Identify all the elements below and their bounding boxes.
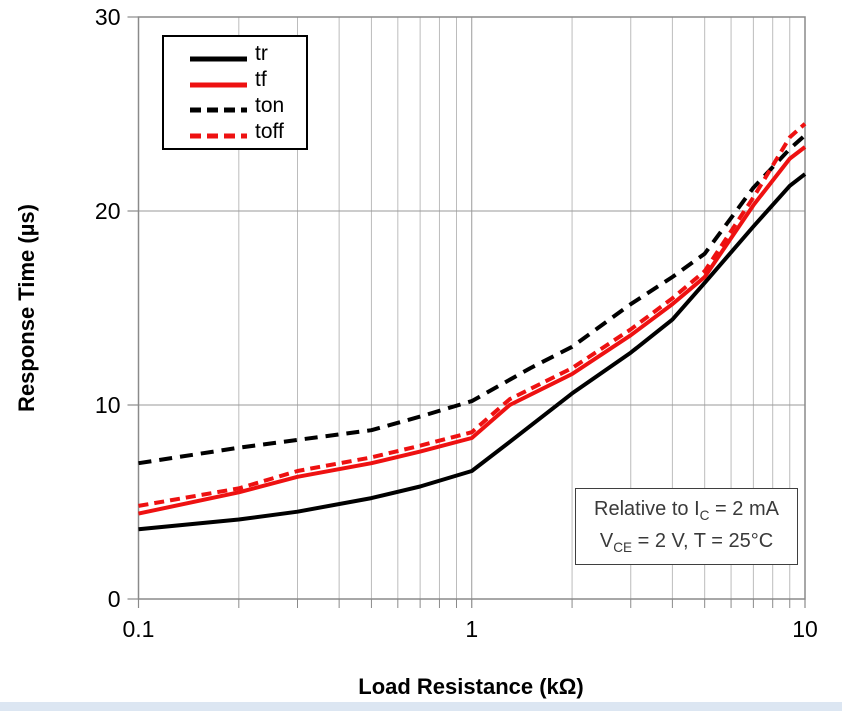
legend-label-ton: ton bbox=[255, 93, 285, 117]
footer-strip bbox=[0, 702, 842, 711]
annotation-line-1: Relative to IC = 2 mA bbox=[594, 497, 779, 523]
y-tick-label: 30 bbox=[95, 4, 121, 30]
legend-item-toff: toff bbox=[190, 119, 306, 143]
legend-item-ton: ton bbox=[190, 93, 306, 117]
x-axis-title: Load Resistance (kΩ) bbox=[358, 674, 584, 699]
legend-label-tr: tr bbox=[255, 42, 268, 66]
annotation-box: Relative to IC = 2 mA VCE = 2 V, T = 25°… bbox=[575, 488, 798, 565]
plot-border bbox=[137, 16, 806, 600]
legend-label-tf: tf bbox=[255, 68, 267, 92]
y-tick-label: 10 bbox=[95, 392, 121, 418]
series-tr bbox=[138, 172, 807, 532]
x-tick-label: 0.1 bbox=[123, 616, 155, 642]
legend-line-ton-icon bbox=[190, 101, 247, 113]
legend-line-toff-icon bbox=[190, 127, 247, 139]
legend-line-tf-icon bbox=[190, 76, 247, 88]
y-axis-title: Response Time (µs) bbox=[14, 204, 39, 412]
y-tick-label: 20 bbox=[95, 198, 121, 224]
series-tf bbox=[138, 145, 807, 516]
legend: tr tf ton toff bbox=[162, 35, 308, 150]
x-tick-label: 10 bbox=[792, 616, 818, 642]
legend-line-tr-icon bbox=[190, 50, 247, 62]
x-tick-label: 1 bbox=[465, 616, 478, 642]
series-ton bbox=[138, 133, 807, 466]
legend-item-tf: tf bbox=[190, 68, 306, 92]
legend-item-tr: tr bbox=[190, 42, 306, 66]
y-tick-label: 0 bbox=[108, 586, 121, 612]
annotation-line-2: VCE = 2 V, T = 25°C bbox=[599, 530, 774, 555]
legend-label-toff: toff bbox=[255, 119, 284, 143]
